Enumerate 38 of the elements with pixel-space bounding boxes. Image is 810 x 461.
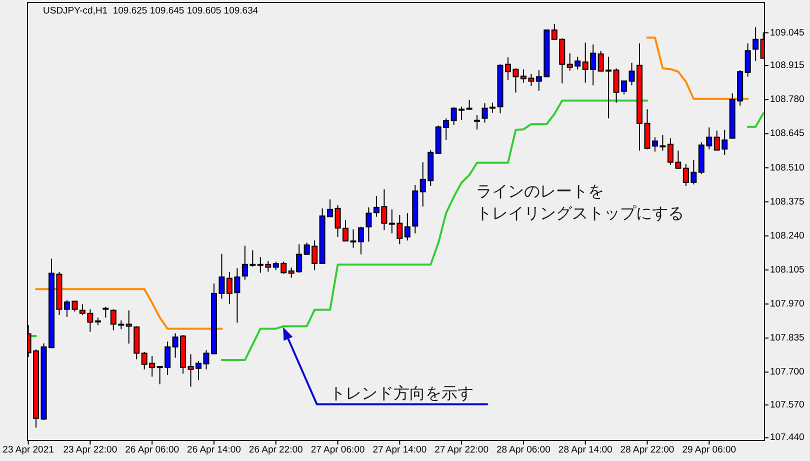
annotation: トレイリングストップにする: [476, 203, 684, 222]
y-tick-label: 108.915: [770, 60, 804, 72]
x-tick-label: 23 Apr 22:00: [63, 444, 118, 456]
y-tick-label: 108.780: [770, 94, 804, 106]
y-tick-label: 108.105: [770, 264, 804, 276]
y-tick-label: 107.970: [770, 298, 804, 310]
x-tick-label: 27 Apr 14:00: [372, 444, 427, 456]
x-tick-label: 28 Apr 22:00: [620, 444, 674, 456]
y-tick-label: 107.570: [770, 399, 804, 410]
x-tick-label: 27 Apr 06:00: [310, 444, 365, 456]
candlestick: [404, 212, 410, 241]
x-tick-label: 29 Apr 06:00: [682, 444, 736, 456]
x-tick-label: 28 Apr 06:00: [496, 444, 550, 456]
candlestick: [358, 226, 364, 255]
x-tick-label: 26 Apr 06:00: [125, 444, 180, 456]
candlestick: [752, 26, 759, 62]
y-tick-label: 107.440: [770, 432, 804, 444]
x-tick-label: 28 Apr 14:00: [558, 444, 612, 456]
x-tick-label: 26 Apr 22:00: [248, 444, 303, 456]
y-tick-label: 108.645: [770, 128, 804, 140]
candlestick: [474, 114, 480, 130]
y-tick-label: 107.835: [770, 332, 804, 344]
y-tick-label: 108.510: [770, 162, 804, 174]
annotation: トレンド方向を示す: [329, 383, 474, 402]
candlestick: [102, 306, 109, 318]
candlestick: [466, 99, 472, 110]
x-tick-label: 26 Apr 14:00: [187, 444, 241, 456]
y-tick-label: 108.375: [770, 196, 804, 208]
candlestick: [126, 310, 132, 344]
y-tick-label: 107.700: [770, 366, 804, 378]
candlestick: [366, 206, 372, 242]
y-tick-label: 109.045: [770, 27, 804, 38]
candlestick: [744, 42, 751, 78]
chart-title: USDJPY-cd,H1 109.625 109.645 109.605 109.634: [43, 6, 258, 17]
x-tick-label: 23 Apr 2021: [2, 444, 54, 456]
y-tick-label: 108.240: [770, 230, 804, 242]
x-tick-label: 27 Apr 22:00: [434, 444, 489, 456]
annotation: ラインのレートを: [476, 181, 604, 200]
